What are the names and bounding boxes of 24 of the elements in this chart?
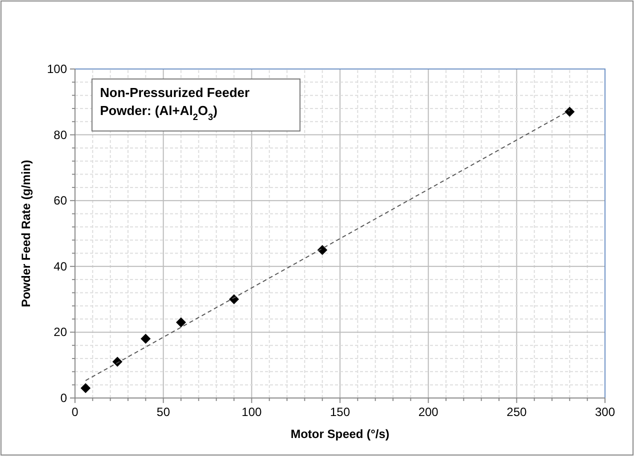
y-tick-label: 20	[54, 325, 68, 340]
x-tick-label: 250	[506, 405, 527, 419]
point	[176, 317, 186, 328]
x-tick-label: 150	[330, 405, 350, 419]
annotation: Non-Pressurized Feeder	[100, 85, 250, 100]
x-tick-label: 0	[72, 405, 79, 419]
y-axis-title: Powder Feed Rate (g/min)	[19, 160, 33, 308]
point	[317, 244, 328, 255]
point	[112, 356, 122, 367]
y-tick-label: 100	[46, 62, 68, 76]
point	[140, 334, 151, 344]
y-tick-label: 40	[54, 259, 68, 274]
x-tick-label: 50	[156, 405, 170, 419]
y-tick-label: 60	[54, 194, 68, 208]
x-tick-label: 300	[594, 405, 616, 419]
x-tick-label: 100	[242, 405, 262, 419]
y-tick-label: 0	[60, 391, 68, 405]
x-axis-title: Motor Speed (°/s)	[290, 427, 390, 441]
point	[229, 294, 239, 304]
point	[80, 383, 91, 394]
y-tick-label: 80	[54, 128, 68, 142]
x-tick-label: 200	[418, 405, 439, 419]
annotation: Powder: (Al+Al$_{2}$O$_{3}$)	[100, 103, 218, 122]
point	[564, 106, 575, 117]
